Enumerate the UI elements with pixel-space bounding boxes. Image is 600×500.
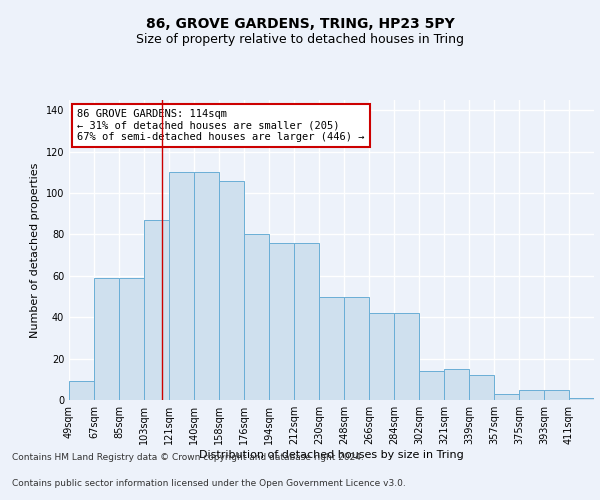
Bar <box>269 243 294 400</box>
Bar <box>544 390 569 400</box>
Bar <box>169 172 194 400</box>
Bar <box>69 382 94 400</box>
Bar <box>419 371 444 400</box>
Bar <box>569 398 594 400</box>
Y-axis label: Number of detached properties: Number of detached properties <box>30 162 40 338</box>
Text: 86 GROVE GARDENS: 114sqm
← 31% of detached houses are smaller (205)
67% of semi-: 86 GROVE GARDENS: 114sqm ← 31% of detach… <box>77 109 364 142</box>
Bar <box>294 243 319 400</box>
Bar <box>369 313 394 400</box>
Text: 86, GROVE GARDENS, TRING, HP23 5PY: 86, GROVE GARDENS, TRING, HP23 5PY <box>146 18 454 32</box>
Text: Contains public sector information licensed under the Open Government Licence v3: Contains public sector information licen… <box>12 478 406 488</box>
X-axis label: Distribution of detached houses by size in Tring: Distribution of detached houses by size … <box>199 450 464 460</box>
Bar <box>319 296 344 400</box>
Bar <box>219 180 244 400</box>
Bar <box>244 234 269 400</box>
Bar <box>344 296 369 400</box>
Bar <box>94 278 119 400</box>
Bar <box>144 220 169 400</box>
Text: Size of property relative to detached houses in Tring: Size of property relative to detached ho… <box>136 32 464 46</box>
Bar <box>469 375 494 400</box>
Bar <box>444 369 469 400</box>
Bar <box>519 390 544 400</box>
Bar <box>394 313 419 400</box>
Bar <box>119 278 144 400</box>
Text: Contains HM Land Registry data © Crown copyright and database right 2024.: Contains HM Land Registry data © Crown c… <box>12 454 364 462</box>
Bar <box>194 172 219 400</box>
Bar <box>494 394 519 400</box>
